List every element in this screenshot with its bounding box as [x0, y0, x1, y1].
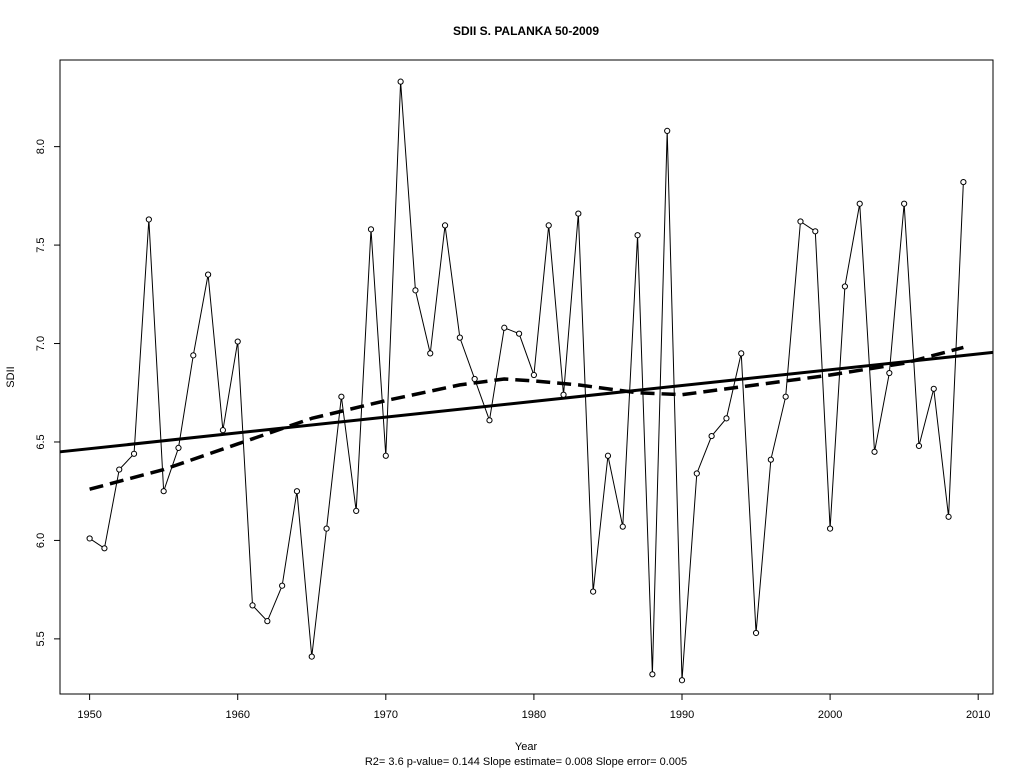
data-point [930, 385, 937, 392]
smoothed-dashed-line [89, 345, 964, 491]
data-point [382, 452, 389, 459]
data-point [634, 232, 641, 239]
data-point [664, 127, 671, 134]
data-point [501, 324, 508, 331]
linear-trend-line [59, 350, 994, 454]
data-point [308, 653, 315, 660]
data-point [486, 417, 493, 424]
data-point [886, 369, 893, 377]
y-tick-label: 5.5 [35, 631, 47, 646]
observed-series-line [89, 81, 964, 681]
data-point [723, 415, 730, 422]
data-point [604, 452, 612, 459]
linear-trend-layer [59, 350, 994, 454]
x-tick-label: 1950 [77, 709, 101, 721]
plot-area-frame [59, 59, 994, 695]
data-point [456, 334, 463, 341]
data-point [279, 582, 286, 589]
regression-stats-footer: R2= 3.6 p-value= 0.144 Slope estimate= 0… [365, 756, 687, 768]
data-point [871, 448, 878, 455]
y-tick-label: 7.5 [35, 237, 47, 252]
x-tick-label: 2000 [818, 709, 842, 721]
data-point [293, 488, 301, 495]
data-point [812, 228, 819, 235]
data-point [841, 283, 849, 290]
observed-series-layer [86, 78, 967, 684]
data-point [219, 427, 227, 434]
data-point [397, 78, 404, 85]
data-point [264, 618, 271, 625]
data-point [441, 222, 449, 229]
data-point [175, 444, 182, 451]
data-point [901, 200, 908, 207]
x-tick-label: 1980 [522, 709, 546, 721]
y-tick-label: 7.0 [35, 336, 47, 351]
data-point [738, 350, 745, 357]
data-point [338, 393, 345, 400]
y-tick-label: 6.0 [35, 533, 47, 548]
data-point [797, 218, 804, 225]
x-tick-label: 1970 [374, 709, 398, 721]
y-axis: 5.5 6.0 6.5 7.0 7.5 8.0 [35, 139, 61, 647]
y-axis-label: SDII [5, 366, 17, 387]
data-point [856, 200, 863, 207]
data-point [678, 677, 686, 684]
y-tick-label: 8.0 [35, 139, 47, 154]
data-point [826, 525, 834, 532]
x-tick-label: 1990 [670, 709, 694, 721]
data-point [116, 466, 123, 473]
data-point [545, 222, 552, 229]
data-point [575, 210, 582, 217]
data-point [915, 442, 923, 450]
data-point [190, 352, 197, 359]
data-point [693, 470, 700, 477]
data-point [649, 671, 656, 678]
data-point [560, 391, 567, 398]
x-tick-label: 2010 [966, 709, 990, 721]
data-point [323, 525, 330, 532]
data-point [471, 375, 478, 383]
data-point [367, 226, 375, 233]
data-point [249, 602, 256, 609]
data-point [145, 216, 152, 223]
data-point [945, 513, 952, 520]
data-point [515, 330, 523, 337]
data-point [353, 507, 360, 514]
chart-title: SDII S. PALANKA 50-2009 [453, 24, 599, 38]
data-point [427, 350, 434, 357]
data-point [590, 588, 597, 595]
y-tick-label: 6.5 [35, 434, 47, 449]
data-point [86, 535, 93, 542]
data-point [130, 450, 138, 457]
data-point [619, 523, 626, 530]
data-point [782, 393, 789, 400]
data-point [752, 629, 760, 637]
x-axis: 1950 1960 1970 1980 1990 2000 2010 [77, 693, 990, 721]
data-point [767, 456, 774, 463]
data-point [530, 371, 538, 379]
x-tick-label: 1960 [225, 709, 249, 721]
x-axis-label: Year [515, 741, 538, 753]
data-point [960, 178, 967, 186]
data-point [160, 488, 167, 495]
data-point [234, 338, 241, 345]
smoothed-curve-layer [89, 345, 964, 491]
data-point [204, 271, 212, 278]
data-point [412, 287, 419, 294]
data-point [708, 432, 715, 440]
data-point [101, 545, 108, 552]
